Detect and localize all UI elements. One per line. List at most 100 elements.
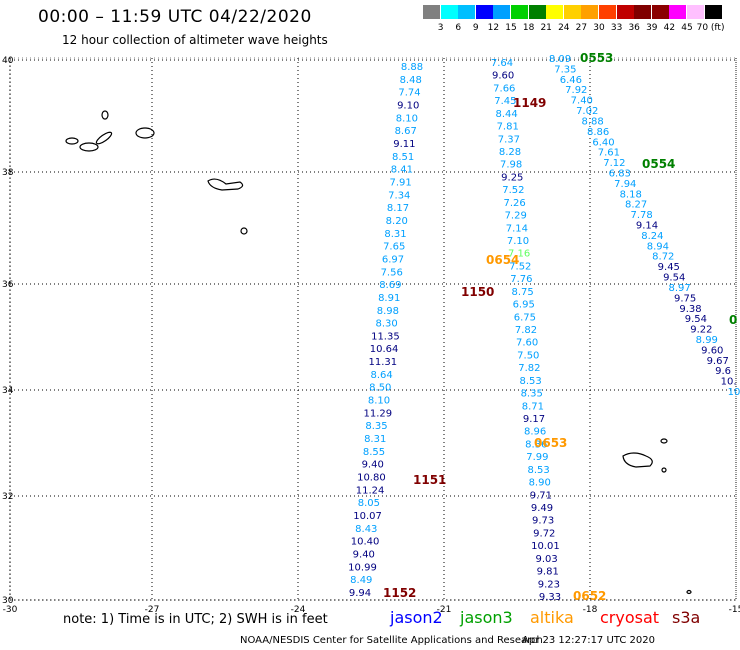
wave-height-value: 9.25 <box>501 172 523 183</box>
island <box>135 127 155 139</box>
wave-height-value: 8.30 <box>375 319 397 330</box>
wave-height-value: 8.18 <box>620 189 642 200</box>
wave-height-value: 9.67 <box>707 356 729 367</box>
wave-height-value: 7.40 <box>571 96 593 107</box>
legend-label: 3 <box>437 23 444 33</box>
wave-height-value: 8.72 <box>652 252 674 263</box>
lon-tick-label: -18 <box>583 605 598 615</box>
wave-height-value: 9.49 <box>531 503 553 514</box>
wave-height-value: 8.51 <box>392 152 414 163</box>
wave-height-value: 8.94 <box>647 241 669 252</box>
wave-height-value: 9.6 <box>715 366 731 377</box>
legend-swatch <box>563 5 581 19</box>
island <box>207 178 244 191</box>
island <box>661 467 667 473</box>
lon-tick-label: -30 <box>3 605 18 615</box>
wave-height-value: 6.75 <box>514 312 536 323</box>
wave-height-value: 7.74 <box>398 88 420 99</box>
wave-height-value: 10 <box>728 387 740 398</box>
legend-label: 18 <box>522 23 535 33</box>
wave-height-value: 10.64 <box>370 344 399 355</box>
wave-height-value: 9.60 <box>492 71 514 82</box>
legend-swatch <box>634 5 652 19</box>
wave-height-value: 8.44 <box>495 109 517 120</box>
wave-height-value: 8.43 <box>355 524 377 535</box>
wave-height-value: 7.45 <box>494 96 516 107</box>
legend-label: 70 (ft) <box>696 23 725 33</box>
wave-height-value: 11.31 <box>368 357 397 368</box>
pass-time-label: 0652 <box>573 589 606 603</box>
legend-swatch <box>528 5 546 19</box>
legend-label: 9 <box>472 23 479 33</box>
wave-height-value: 8.67 <box>395 126 417 137</box>
wave-height-value: 8.24 <box>641 231 663 242</box>
pass-time-label: 0654 <box>486 253 519 267</box>
wave-height-value: 8.88 <box>401 62 423 73</box>
legend-label: 45 <box>681 23 693 33</box>
note: note: 1) Time is in UTC; 2) SWH is in fe… <box>63 612 328 627</box>
wave-height-value: 8.53 <box>519 376 541 387</box>
wave-height-value: 8.10 <box>368 396 390 407</box>
wave-height-value: 8.36 <box>525 439 547 450</box>
wave-height-value: 6.83 <box>609 169 631 180</box>
wave-height-value: 7.98 <box>500 160 522 171</box>
wave-height-value: 7.10 <box>507 236 529 247</box>
wave-height-value: 10.01 <box>531 541 560 552</box>
wave-height-value: 8.09 <box>549 54 571 65</box>
island <box>79 142 99 152</box>
wave-height-value: 8.41 <box>391 165 413 176</box>
wave-height-value: 8.53 <box>527 465 549 476</box>
satellite-name-cryosat: cryosat <box>600 608 660 627</box>
islands <box>65 110 692 595</box>
wave-height-value: 11.24 <box>356 485 385 496</box>
wave-height-value: 8.96 <box>524 427 546 438</box>
legend-label: 12 <box>487 23 500 33</box>
wave-height-value: 7.99 <box>526 452 548 463</box>
wave-height-value: 8.35 <box>365 421 387 432</box>
map-frame <box>9 57 737 601</box>
satellite-name-jason3: jason3 <box>460 608 513 627</box>
legend-label: 36 <box>628 23 640 33</box>
wave-height-value: 7.50 <box>517 350 539 361</box>
wave-height-value: 9.54 <box>663 273 685 284</box>
island <box>101 110 109 120</box>
wave-height-value: 7.52 <box>502 185 524 196</box>
wave-height-value: 7.35 <box>554 64 576 75</box>
lon-tick-label: -21 <box>437 605 452 615</box>
wave-height-value: 8.91 <box>378 293 400 304</box>
legend-label: 21 <box>540 23 552 33</box>
wave-height-value: 9.40 <box>353 550 375 561</box>
wave-height-value: 8.31 <box>364 434 386 445</box>
map-title: 00:00 – 11:59 UTC 04/22/2020 <box>38 7 312 27</box>
wave-height-value: 7.34 <box>388 190 410 201</box>
lat-tick-label: 30 <box>2 596 14 606</box>
legend-label: 33 <box>610 23 623 33</box>
legend-swatch <box>704 5 722 19</box>
legend-swatch <box>475 5 493 19</box>
lat-tick-label: 34 <box>2 386 14 396</box>
wave-height-value: 9.03 <box>535 554 557 565</box>
graticule: -30 -27 -24 -21 -18 -15 40 38 36 34 32 30 <box>2 56 740 615</box>
lon-tick-label: -27 <box>145 605 160 615</box>
lon-tick-label: -15 <box>729 605 740 615</box>
legend-swatch <box>616 5 634 19</box>
wave-height-value: 8.88 <box>581 116 603 127</box>
wave-height-value: 9.94 <box>349 588 371 599</box>
pass-time-label: 0553 <box>580 51 613 65</box>
wave-height-value: 7.61 <box>598 148 620 159</box>
wave-height-value: 7.12 <box>603 158 625 169</box>
wave-height-value: 9.60 <box>701 345 723 356</box>
legend-label: 6 <box>455 23 462 33</box>
wave-height-value: 8.10 <box>396 113 418 124</box>
legend-label: 39 <box>646 23 658 33</box>
satellite-name-s3a: s3a <box>672 608 701 627</box>
satellite-name-jason2: jason2 <box>390 608 443 627</box>
wave-height-value: 6.40 <box>592 137 614 148</box>
wave-height-value: 9.33 <box>539 592 561 603</box>
wave-height-value: 7.78 <box>630 210 652 221</box>
wave-height-value: 6.95 <box>513 300 535 311</box>
wave-height-value: 7.81 <box>497 122 519 133</box>
wave-height-value: 8.75 <box>511 287 533 298</box>
pass-time-labels: 0553 0554 0 1149 0654 1150 0653 1151 1152 0652 <box>383 51 737 603</box>
wave-height-value: 9.10 <box>397 101 419 112</box>
